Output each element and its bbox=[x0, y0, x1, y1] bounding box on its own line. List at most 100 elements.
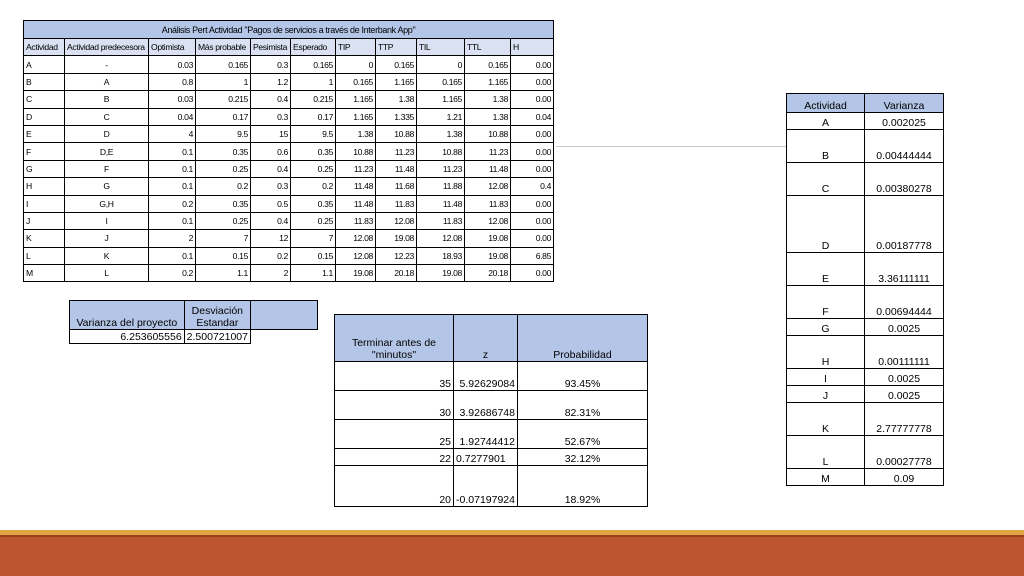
table-cell: 0.0025 bbox=[864, 318, 944, 336]
table-cell: C bbox=[23, 90, 65, 109]
table-cell: 1.38 bbox=[375, 90, 417, 109]
table-cell: 11.48 bbox=[416, 194, 465, 213]
table-row: K 2.77777778 bbox=[786, 402, 944, 436]
table-cell: 12.08 bbox=[335, 246, 376, 266]
table-cell: D bbox=[23, 107, 65, 126]
table-cell: 0.0025 bbox=[864, 385, 944, 403]
table-cell: 12.08 bbox=[335, 229, 376, 248]
table-cell: 11.48 bbox=[335, 194, 376, 213]
table-cell: 0.2 bbox=[148, 194, 196, 213]
table-cell: 11.83 bbox=[335, 211, 376, 231]
table-cell: 0.35 bbox=[290, 142, 336, 161]
table-cell: 93.45% bbox=[517, 361, 648, 391]
table-cell: 0.165 bbox=[464, 55, 511, 74]
table-row: K J 2 7 12 7 12.08 19.08 12.08 19.08 0.00 bbox=[23, 229, 555, 248]
table-cell: 1.165 bbox=[416, 90, 465, 109]
table-cell: 7 bbox=[195, 229, 251, 248]
table-cell: 0.1 bbox=[148, 142, 196, 161]
table-cell: 0.7277901 bbox=[453, 448, 518, 466]
table-cell: 11.68 bbox=[375, 177, 417, 196]
table-cell: 0.165 bbox=[416, 72, 465, 92]
table-row: C 0.00380278 bbox=[786, 162, 944, 196]
table-cell: 0.00 bbox=[509, 264, 555, 283]
table-cell: -0.07197924 bbox=[453, 465, 518, 507]
table-cell: L bbox=[64, 264, 149, 283]
table-cell: 0.165 bbox=[375, 55, 417, 74]
table-cell: K bbox=[786, 402, 865, 436]
header-z: z bbox=[453, 314, 518, 362]
project-variance-table: Varianza del proyecto Desviación Estanda… bbox=[69, 300, 318, 344]
table-row: J 0.0025 bbox=[786, 385, 944, 403]
table-cell: 19.08 bbox=[416, 264, 465, 283]
table-cell: 19.08 bbox=[335, 264, 376, 283]
table-row: H G 0.1 0.2 0.3 0.2 11.48 11.68 11.88 12.08 0.4 bbox=[23, 177, 555, 196]
table-cell: 0.00444444 bbox=[864, 129, 944, 163]
table-cell: 0.09 bbox=[864, 468, 944, 486]
table-cell: 1.165 bbox=[464, 72, 511, 92]
table-cell: E bbox=[23, 124, 65, 144]
table-cell: 0.00694444 bbox=[864, 285, 944, 319]
table-cell: 9.5 bbox=[195, 124, 251, 144]
table-cell: 0.35 bbox=[195, 142, 251, 161]
table-cell: 20.18 bbox=[375, 264, 417, 283]
table-cell: 0.35 bbox=[290, 194, 336, 213]
table-cell: B bbox=[786, 129, 865, 163]
table-cell: F bbox=[786, 285, 865, 319]
table-cell: 1.92744412 bbox=[453, 419, 518, 449]
table-cell: 0.03 bbox=[148, 55, 196, 74]
table-cell: 0.17 bbox=[195, 107, 251, 126]
table-row: E D 4 9.5 15 9.5 1.38 10.88 1.38 10.88 0.00 bbox=[23, 124, 555, 144]
table-row: B 0.00444444 bbox=[786, 129, 944, 163]
table-row: F 0.00694444 bbox=[786, 285, 944, 319]
pert-column-header: Actividad bbox=[23, 37, 65, 57]
table-row: J I 0.1 0.25 0.4 0.25 11.83 12.08 11.83 12.08 0.00 bbox=[23, 211, 555, 231]
standard-deviation-value: 2.500721007 bbox=[183, 329, 252, 344]
table-cell: 10.88 bbox=[464, 124, 511, 144]
table-cell: D,E bbox=[64, 142, 149, 161]
table-cell: J bbox=[786, 385, 865, 403]
table-row: L 0.00027778 bbox=[786, 435, 944, 469]
table-cell: I bbox=[64, 211, 149, 231]
table-cell: 0.165 bbox=[195, 55, 251, 74]
table-cell: G bbox=[786, 318, 865, 336]
table-cell: 19.08 bbox=[464, 229, 511, 248]
table-cell: 0.6 bbox=[250, 142, 291, 161]
table-cell: 0.8 bbox=[148, 72, 196, 92]
pert-column-header: Pesimista bbox=[250, 37, 291, 57]
table-cell: 1.1 bbox=[290, 264, 336, 283]
table-row: G F 0.1 0.25 0.4 0.25 11.23 11.48 11.23 11.48 0.00 bbox=[23, 159, 555, 179]
table-cell: 9.5 bbox=[290, 124, 336, 144]
table-cell: 0.1 bbox=[148, 211, 196, 231]
table-cell: 2.77777778 bbox=[864, 402, 944, 436]
table-cell: 11.48 bbox=[335, 177, 376, 196]
table-cell: 15 bbox=[250, 124, 291, 144]
table-cell: 1.38 bbox=[464, 107, 511, 126]
table-row: 35 5.92629084 93.45% bbox=[334, 361, 648, 391]
table-row: 22 0.7277901 32.12% bbox=[334, 448, 648, 466]
table-cell: 11.48 bbox=[375, 159, 417, 179]
table-cell: 0.17 bbox=[290, 107, 336, 126]
table-cell: 0.5 bbox=[250, 194, 291, 213]
table-cell: 0.2 bbox=[195, 177, 251, 196]
table-row: F D,E 0.1 0.35 0.6 0.35 10.88 11.23 10.88 11.23 0.… bbox=[23, 142, 555, 161]
table-cell: 1.165 bbox=[335, 90, 376, 109]
table-cell: L bbox=[786, 435, 865, 469]
table-row: B A 0.8 1 1.2 1 0.165 1.165 0.165 1.165 0.00 bbox=[23, 72, 555, 92]
header-standard-deviation: Desviación Estandar bbox=[183, 300, 252, 330]
table-cell: 1.2 bbox=[250, 72, 291, 92]
table-cell: 0.4 bbox=[250, 211, 291, 231]
table-cell: 0.1 bbox=[148, 159, 196, 179]
pert-analysis-table: Análisis Pert Actividad "Pagos de servic… bbox=[22, 20, 555, 283]
table-cell: 0.3 bbox=[250, 107, 291, 126]
table-cell: 0.00 bbox=[509, 194, 555, 213]
table-cell: 3.36111111 bbox=[864, 252, 944, 286]
table-cell: 0.25 bbox=[290, 159, 336, 179]
table-row: M 0.09 bbox=[786, 468, 944, 486]
table-cell: 4 bbox=[148, 124, 196, 144]
table-cell: K bbox=[23, 229, 65, 248]
table-cell: 0.00 bbox=[509, 211, 555, 231]
table-cell: 0.2 bbox=[290, 177, 336, 196]
table-cell: G bbox=[23, 159, 65, 179]
table-cell: 0.00380278 bbox=[864, 162, 944, 196]
table-cell: 0.25 bbox=[195, 211, 251, 231]
